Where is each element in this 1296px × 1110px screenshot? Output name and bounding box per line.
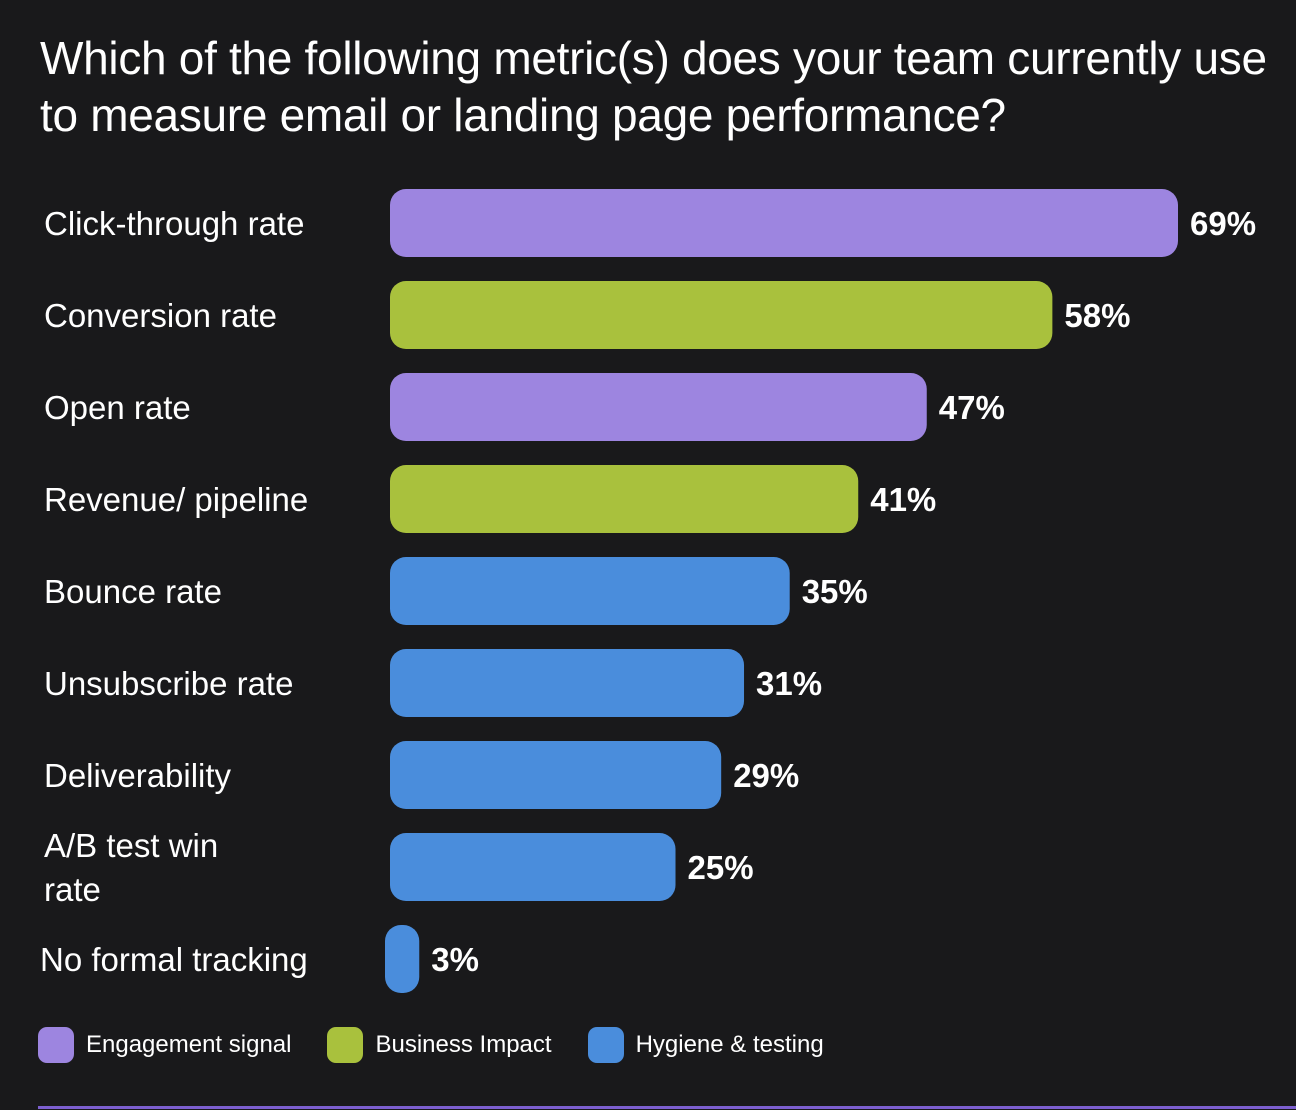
legend-label: Engagement signal [86,1031,292,1058]
legend-swatch [587,1027,624,1063]
category-label: Revenue/ pipeline [44,481,308,518]
legend-label: Hygiene & testing [635,1031,824,1058]
bar [390,649,745,717]
category-label: Conversion rate [44,297,277,334]
bars-layer: Click-through rate 69% Conversion rate 58% O… [40,189,1256,993]
legend: Engagement signal Business Impact Hygiene … [38,1026,860,1064]
legend-item: Hygiene & testing [587,1027,824,1063]
value-label: 3% [431,941,479,978]
legend-item: Engagement signal [38,1027,291,1063]
bar [385,925,420,993]
bar [390,373,927,441]
legend-swatch [38,1027,74,1063]
bar [390,189,1178,257]
category-label: Click-through rate [44,205,304,242]
value-label: 31% [756,665,822,702]
bar [390,833,676,901]
category-label: Bounce rate [44,573,222,610]
value-label: 35% [802,573,868,610]
category-label: Open rate [44,389,191,426]
value-label: 25% [688,849,754,886]
bar [390,557,790,625]
category-label: Unsubscribe rate [44,665,293,702]
bar [390,741,722,809]
category-label: A/B test win rate [44,827,218,908]
value-label: 47% [939,389,1005,426]
value-label: 29% [733,757,799,794]
bottom-divider [38,1106,1296,1109]
category-label: No formal tracking [40,941,308,978]
value-label: 41% [870,481,936,518]
bar [390,281,1053,349]
category-label: Deliverability [44,757,232,794]
legend-swatch [327,1027,364,1063]
legend-item: Business Impact [327,1027,552,1063]
value-label: 69% [1190,205,1256,242]
legend-label: Business Impact [375,1031,552,1058]
value-label: 58% [1064,297,1130,334]
bar [390,465,859,533]
chart-title: Which of the following metric(s) does yo… [40,32,1267,141]
